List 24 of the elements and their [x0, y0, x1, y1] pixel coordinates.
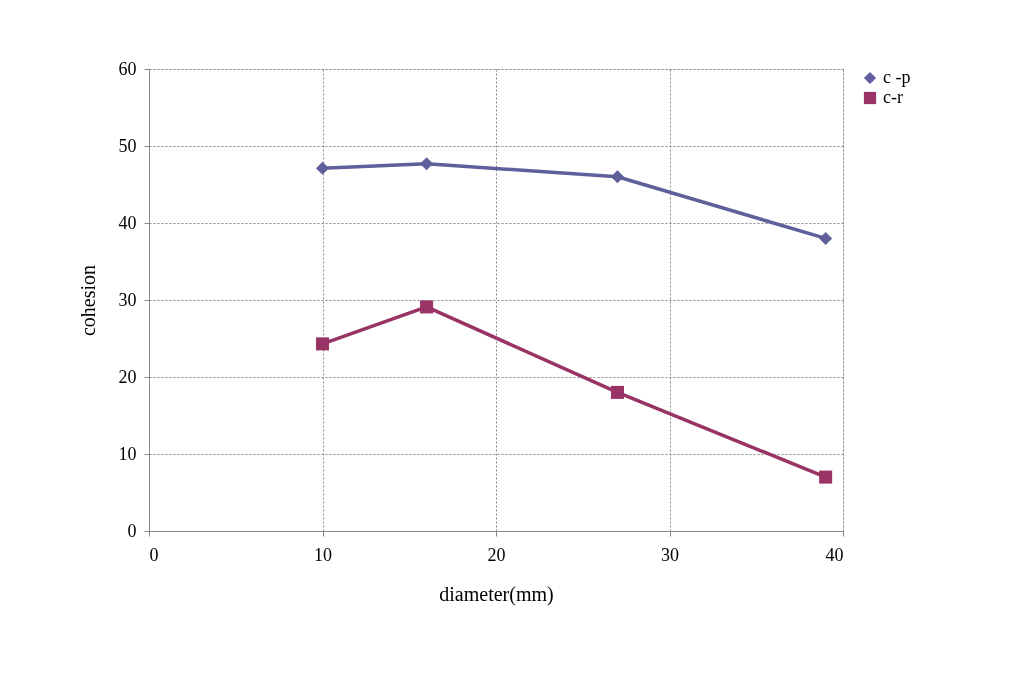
x-tick-label: 40 — [825, 544, 844, 565]
point — [315, 337, 330, 351]
x-tick-label: 20 — [487, 544, 506, 565]
legend-label: c -p — [883, 67, 911, 87]
point — [610, 385, 624, 399]
y-tick-label: 50 — [118, 135, 137, 156]
y-tick-label: 10 — [118, 443, 137, 464]
point — [819, 231, 833, 245]
x-tick-label: 10 — [314, 544, 332, 565]
y-tick-label: 40 — [118, 212, 137, 233]
legend-label: c-r — [883, 87, 903, 107]
x-tick-label: 0 — [149, 544, 159, 565]
point — [610, 170, 624, 184]
point — [420, 157, 434, 171]
point — [420, 300, 434, 314]
y-tick-label: 60 — [118, 58, 137, 79]
x-axis-title: diameter(mm) — [439, 582, 554, 606]
x-tick-label: 30 — [661, 544, 679, 565]
y-axis-title: cohesion — [76, 264, 99, 337]
y-tick-label: 0 — [127, 520, 137, 541]
point — [315, 161, 330, 175]
point — [819, 470, 833, 484]
y-tick-label: 20 — [118, 366, 137, 387]
y-tick-label: 30 — [118, 289, 137, 310]
